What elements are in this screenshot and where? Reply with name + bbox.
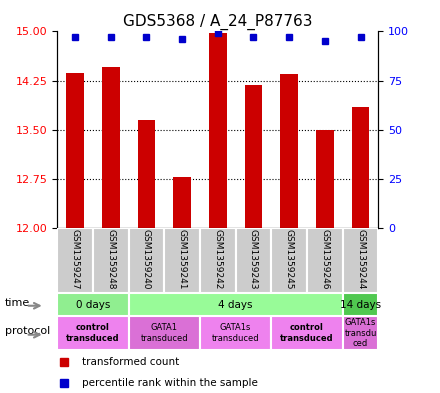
Bar [128,293,343,316]
Text: GSM1359247: GSM1359247 [70,229,80,289]
Text: GSM1359244: GSM1359244 [356,229,365,289]
Bar [173,177,191,228]
Bar [57,228,93,293]
Title: GDS5368 / A_24_P87763: GDS5368 / A_24_P87763 [123,14,312,30]
Bar [209,33,227,228]
Text: transformed count: transformed count [82,357,179,367]
Text: GATA1
transduced: GATA1 transduced [140,323,188,343]
Text: protocol: protocol [4,327,50,336]
Text: GSM1359241: GSM1359241 [178,229,187,289]
Text: GSM1359240: GSM1359240 [142,229,151,289]
Text: percentile rank within the sample: percentile rank within the sample [82,378,258,387]
Text: GSM1359245: GSM1359245 [285,229,293,289]
Bar [343,228,378,293]
Bar [316,130,334,228]
Bar [245,85,262,228]
Text: GSM1359242: GSM1359242 [213,229,222,289]
Text: control
transduced: control transduced [280,323,334,343]
Bar [343,293,378,316]
Bar [271,228,307,293]
Text: GATA1s
transduced: GATA1s transduced [212,323,260,343]
Text: 4 days: 4 days [218,299,253,310]
Bar [307,228,343,293]
Bar [93,228,128,293]
Text: 14 days: 14 days [340,299,381,310]
Bar [66,73,84,228]
Bar [128,316,200,350]
Bar [200,228,236,293]
Bar [352,107,370,228]
Text: GSM1359246: GSM1359246 [320,229,330,289]
Bar [164,228,200,293]
Bar [271,316,343,350]
Text: GATA1s
transdu
ced: GATA1s transdu ced [345,318,377,348]
Bar [236,228,271,293]
Text: time: time [4,298,30,309]
Text: GSM1359248: GSM1359248 [106,229,115,289]
Bar [343,316,378,350]
Bar [128,228,164,293]
Bar [57,316,128,350]
Bar [102,68,120,228]
Bar [57,293,128,316]
Bar [138,120,155,228]
Text: 0 days: 0 days [76,299,110,310]
Bar [280,74,298,228]
Text: GSM1359243: GSM1359243 [249,229,258,289]
Bar [200,316,271,350]
Text: control
transduced: control transduced [66,323,120,343]
